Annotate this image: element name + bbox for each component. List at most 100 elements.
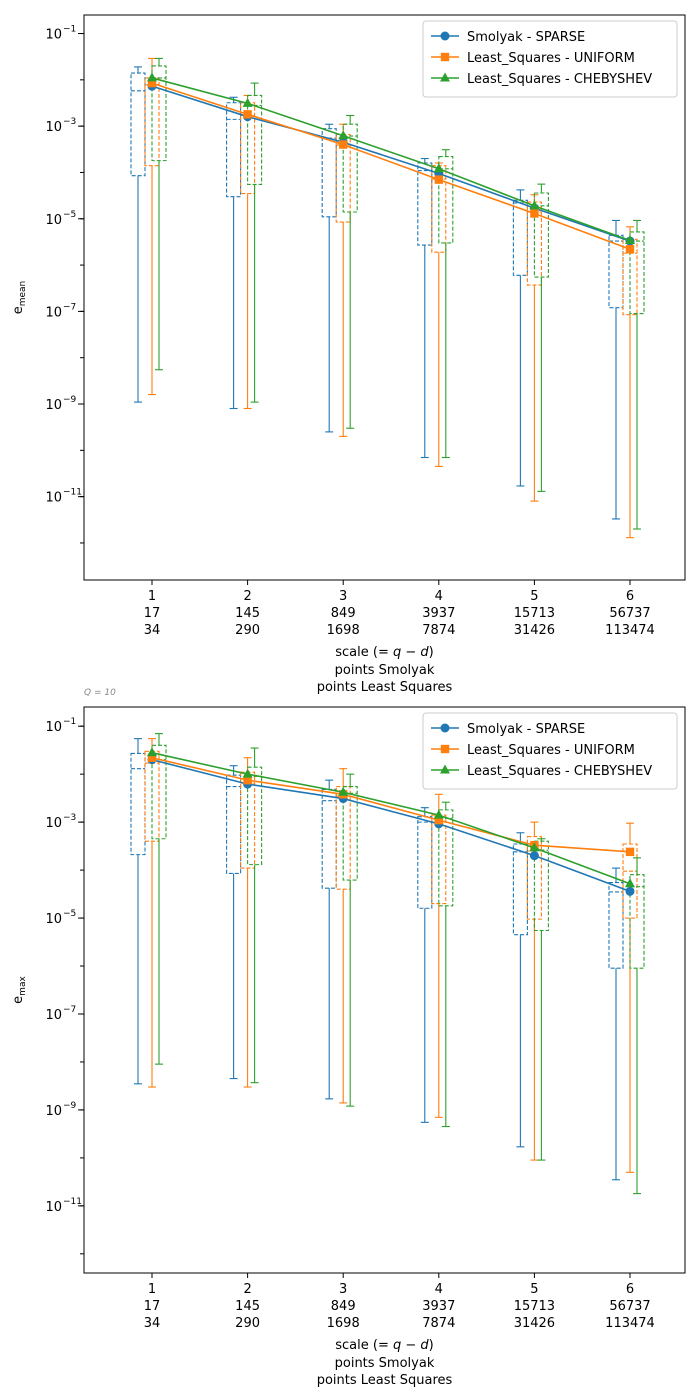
box-iqr: [130, 752, 146, 856]
y-tick-label: 10: [45, 491, 62, 506]
boxplot-smolyak: [321, 779, 337, 1100]
marker-chebyshev: [625, 234, 635, 244]
legend-label: Least_Squares - UNIFORM: [467, 743, 635, 758]
y-tick-exponent: −9: [63, 395, 77, 405]
x-tick-label: 1698: [327, 1316, 360, 1331]
boxplot-smolyak: [417, 157, 433, 459]
legend-label: Least_Squares - CHEBYSHEV: [467, 72, 652, 87]
boxplot-smolyak: [226, 96, 242, 410]
boxplot-uniform: [431, 162, 447, 467]
legend-item-uniform: Least_Squares - UNIFORM: [431, 743, 635, 758]
boxplot-uniform: [526, 194, 542, 502]
x-tick-label: 6: [626, 589, 634, 604]
x-axis-label-close: ): [429, 645, 434, 660]
y-tick-exponent: −1: [63, 717, 76, 727]
box-iqr: [438, 809, 454, 907]
legend-item-uniform: Least_Squares - UNIFORM: [431, 51, 635, 66]
x-axis-label-close: ): [429, 1338, 434, 1353]
x-tick-label: 17: [144, 606, 161, 621]
legend-label: Least_Squares - CHEBYSHEV: [467, 764, 652, 779]
box-iqr: [226, 102, 242, 198]
box-iqr: [321, 128, 337, 218]
marker-uniform: [434, 175, 443, 184]
box-iqr: [608, 881, 624, 969]
marker-uniform: [530, 209, 539, 218]
boxplot-smolyak: [608, 219, 624, 520]
x-tick-label: 17: [144, 1299, 161, 1314]
x-tick-label: 56737: [609, 606, 650, 621]
x-tick-label: 6: [626, 1282, 634, 1297]
x-axis-label-scale: scale (= q − d): [335, 1338, 433, 1353]
marker-chebyshev: [529, 200, 540, 210]
boxplot-chebyshev: [342, 114, 358, 429]
legend-marker: [440, 723, 450, 733]
y-tick-label: 10: [45, 1008, 62, 1023]
x-tick-label: 7874: [422, 623, 455, 638]
marker-chebyshev: [433, 163, 444, 173]
legend-item-smolyak: Smolyak - SPARSE: [431, 722, 585, 737]
boxplot-chebyshev: [533, 838, 549, 1161]
x-tick-label: 7874: [422, 1316, 455, 1331]
x-tick-label: 849: [331, 1299, 356, 1314]
series-line-chebyshev: [151, 77, 631, 242]
boxplot-smolyak: [130, 66, 146, 403]
x-axis-label-math: = q − d: [378, 1338, 429, 1353]
marker-chebyshev: [625, 878, 635, 888]
box-iqr: [321, 788, 337, 889]
x-tick-label: 34: [144, 623, 161, 638]
y-tick-label: 10: [45, 720, 62, 735]
box-iqr: [151, 744, 167, 840]
series-line-uniform: [151, 756, 631, 853]
marker-chebyshev: [338, 786, 349, 796]
x-tick-label: 290: [235, 1316, 260, 1331]
x-tick-label: 5: [530, 589, 538, 604]
x-tick-label: 113474: [605, 623, 655, 638]
box-iqr: [512, 843, 528, 936]
x-tick-label: 31426: [514, 623, 555, 638]
box-iqr: [247, 94, 263, 186]
boxplot-smolyak: [321, 123, 337, 433]
series-line-uniform: [151, 82, 631, 250]
x-axis-label-points-ls: points Least Squares: [317, 1373, 453, 1388]
boxplot-smolyak: [512, 832, 528, 1148]
boxplot-smolyak: [512, 189, 528, 487]
y-tick-exponent: −1: [63, 25, 76, 35]
x-tick-label: 2: [243, 1282, 251, 1297]
boxplot-chebyshev: [629, 219, 645, 530]
boxplot-chebyshev: [151, 57, 167, 371]
x-axis-label-points-smolyak: points Smolyak: [335, 1356, 435, 1371]
marker-uniform: [243, 775, 252, 785]
boxplot-chebyshev: [247, 747, 263, 1084]
y-axis-label-base: e: [11, 996, 26, 1004]
box-iqr: [342, 123, 358, 213]
x-tick-label: 113474: [605, 1316, 655, 1331]
x-axis-label-points-ls: points Least Squares: [317, 680, 453, 695]
x-tick-label: 5: [530, 1282, 538, 1297]
y-tick-exponent: −11: [63, 1197, 82, 1207]
y-tick-exponent: −5: [63, 210, 76, 220]
panel-annotation: Q = 10: [84, 688, 116, 698]
box-iqr: [151, 65, 167, 162]
y-tick-label: 10: [45, 1200, 62, 1215]
x-axis-label-points-smolyak: points Smolyak: [335, 663, 435, 678]
legend-marker: [440, 72, 450, 82]
y-axis-label: emax: [11, 976, 28, 1004]
x-tick-label: 4: [435, 589, 443, 604]
legend: Smolyak - SPARSE Least_Squares - UNIFORM L…: [422, 20, 678, 98]
x-tick-label: 1: [148, 1282, 156, 1297]
marker-uniform: [147, 78, 157, 88]
marker-smolyak: [625, 886, 635, 896]
box-iqr: [130, 72, 146, 177]
marker-uniform: [434, 815, 443, 825]
legend-item-chebyshev: Least_Squares - CHEBYSHEV: [431, 72, 652, 87]
marker-chebyshev: [242, 768, 253, 778]
marker-chebyshev: [147, 747, 157, 757]
x-tick-label: 34: [144, 1316, 161, 1331]
axes-frame: [83, 14, 686, 581]
x-axis-label-math: = q − d: [378, 645, 429, 660]
boxplot-smolyak: [608, 867, 624, 1181]
y-axis-label: emean: [11, 281, 28, 315]
box-iqr: [533, 840, 549, 932]
